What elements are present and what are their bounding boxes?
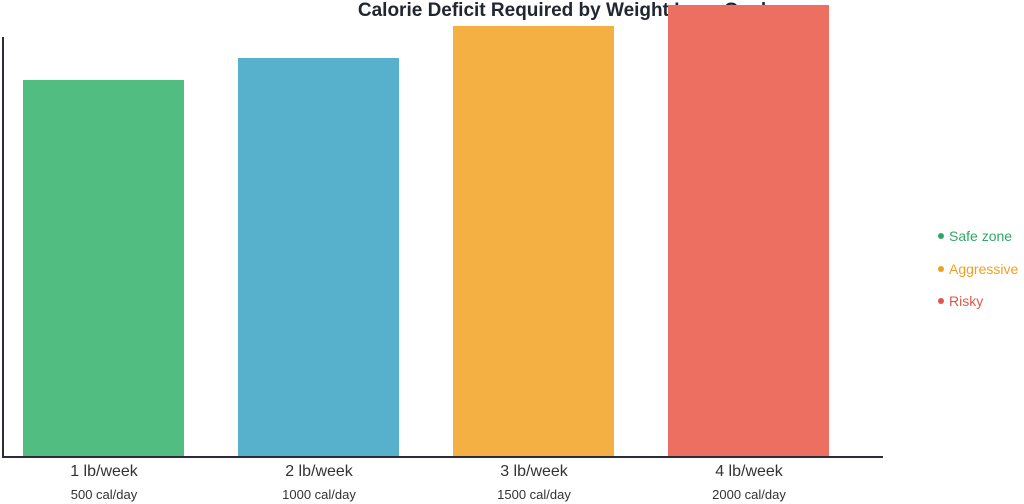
- category-sublabel: 500 cal/day: [70, 487, 138, 502]
- legend-label: Risky: [949, 293, 984, 309]
- category-label: 3 lb/week: [500, 463, 568, 480]
- legend-dot-icon: [938, 233, 944, 239]
- category-label: 2 lb/week: [285, 463, 353, 480]
- x-axis-line: [2, 456, 883, 458]
- legend: Safe zone Aggressive Risky: [938, 228, 1018, 326]
- bar-3: [453, 26, 614, 457]
- bar-1: [23, 80, 184, 457]
- category-label: 1 lb/week: [70, 463, 138, 480]
- category-sublabel: 1500 cal/day: [497, 487, 571, 502]
- legend-item-risky: Risky: [938, 293, 1018, 309]
- y-axis-line: [2, 37, 4, 458]
- legend-dot-icon: [938, 265, 944, 272]
- category-sublabel: 1000 cal/day: [282, 487, 356, 502]
- legend-item-aggressive: Aggressive: [938, 261, 1018, 277]
- category-label: 4 lb/week: [715, 463, 783, 480]
- chart-title: Calorie Deficit Required by Weight Loss …: [357, 0, 767, 21]
- legend-label: Aggressive: [949, 260, 1019, 277]
- legend-dot-icon: [938, 298, 944, 304]
- legend-label: Safe zone: [949, 228, 1013, 244]
- legend-item-safe-zone: Safe zone: [938, 228, 1018, 244]
- category-sublabel: 2000 cal/day: [712, 487, 786, 502]
- bar-2: [238, 58, 399, 457]
- bar-4: [668, 5, 829, 457]
